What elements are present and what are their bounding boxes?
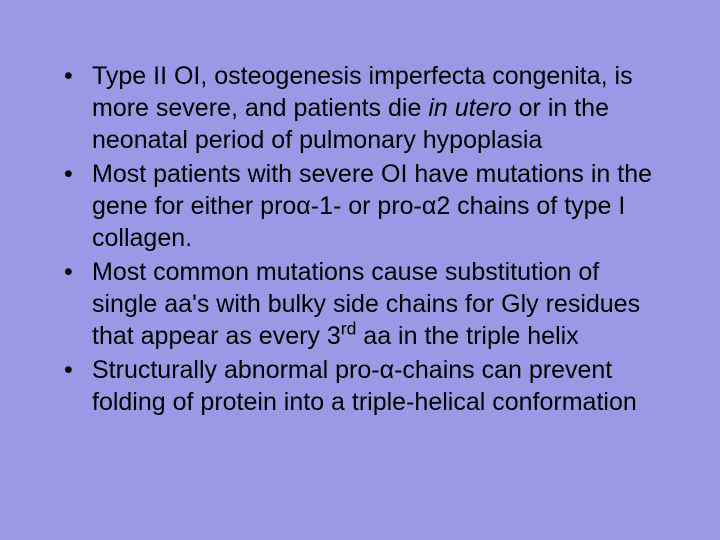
bullet-list: Type II OI, osteogenesis imperfecta cong… — [50, 60, 670, 418]
bullet-item: Most patients with severe OI have mutati… — [50, 158, 670, 254]
bullet-item: Most common mutations cause substitution… — [50, 256, 670, 352]
bullet-item: Structurally abnormal pro-α-chains can p… — [50, 354, 670, 418]
bullet-item: Type II OI, osteogenesis imperfecta cong… — [50, 60, 670, 156]
